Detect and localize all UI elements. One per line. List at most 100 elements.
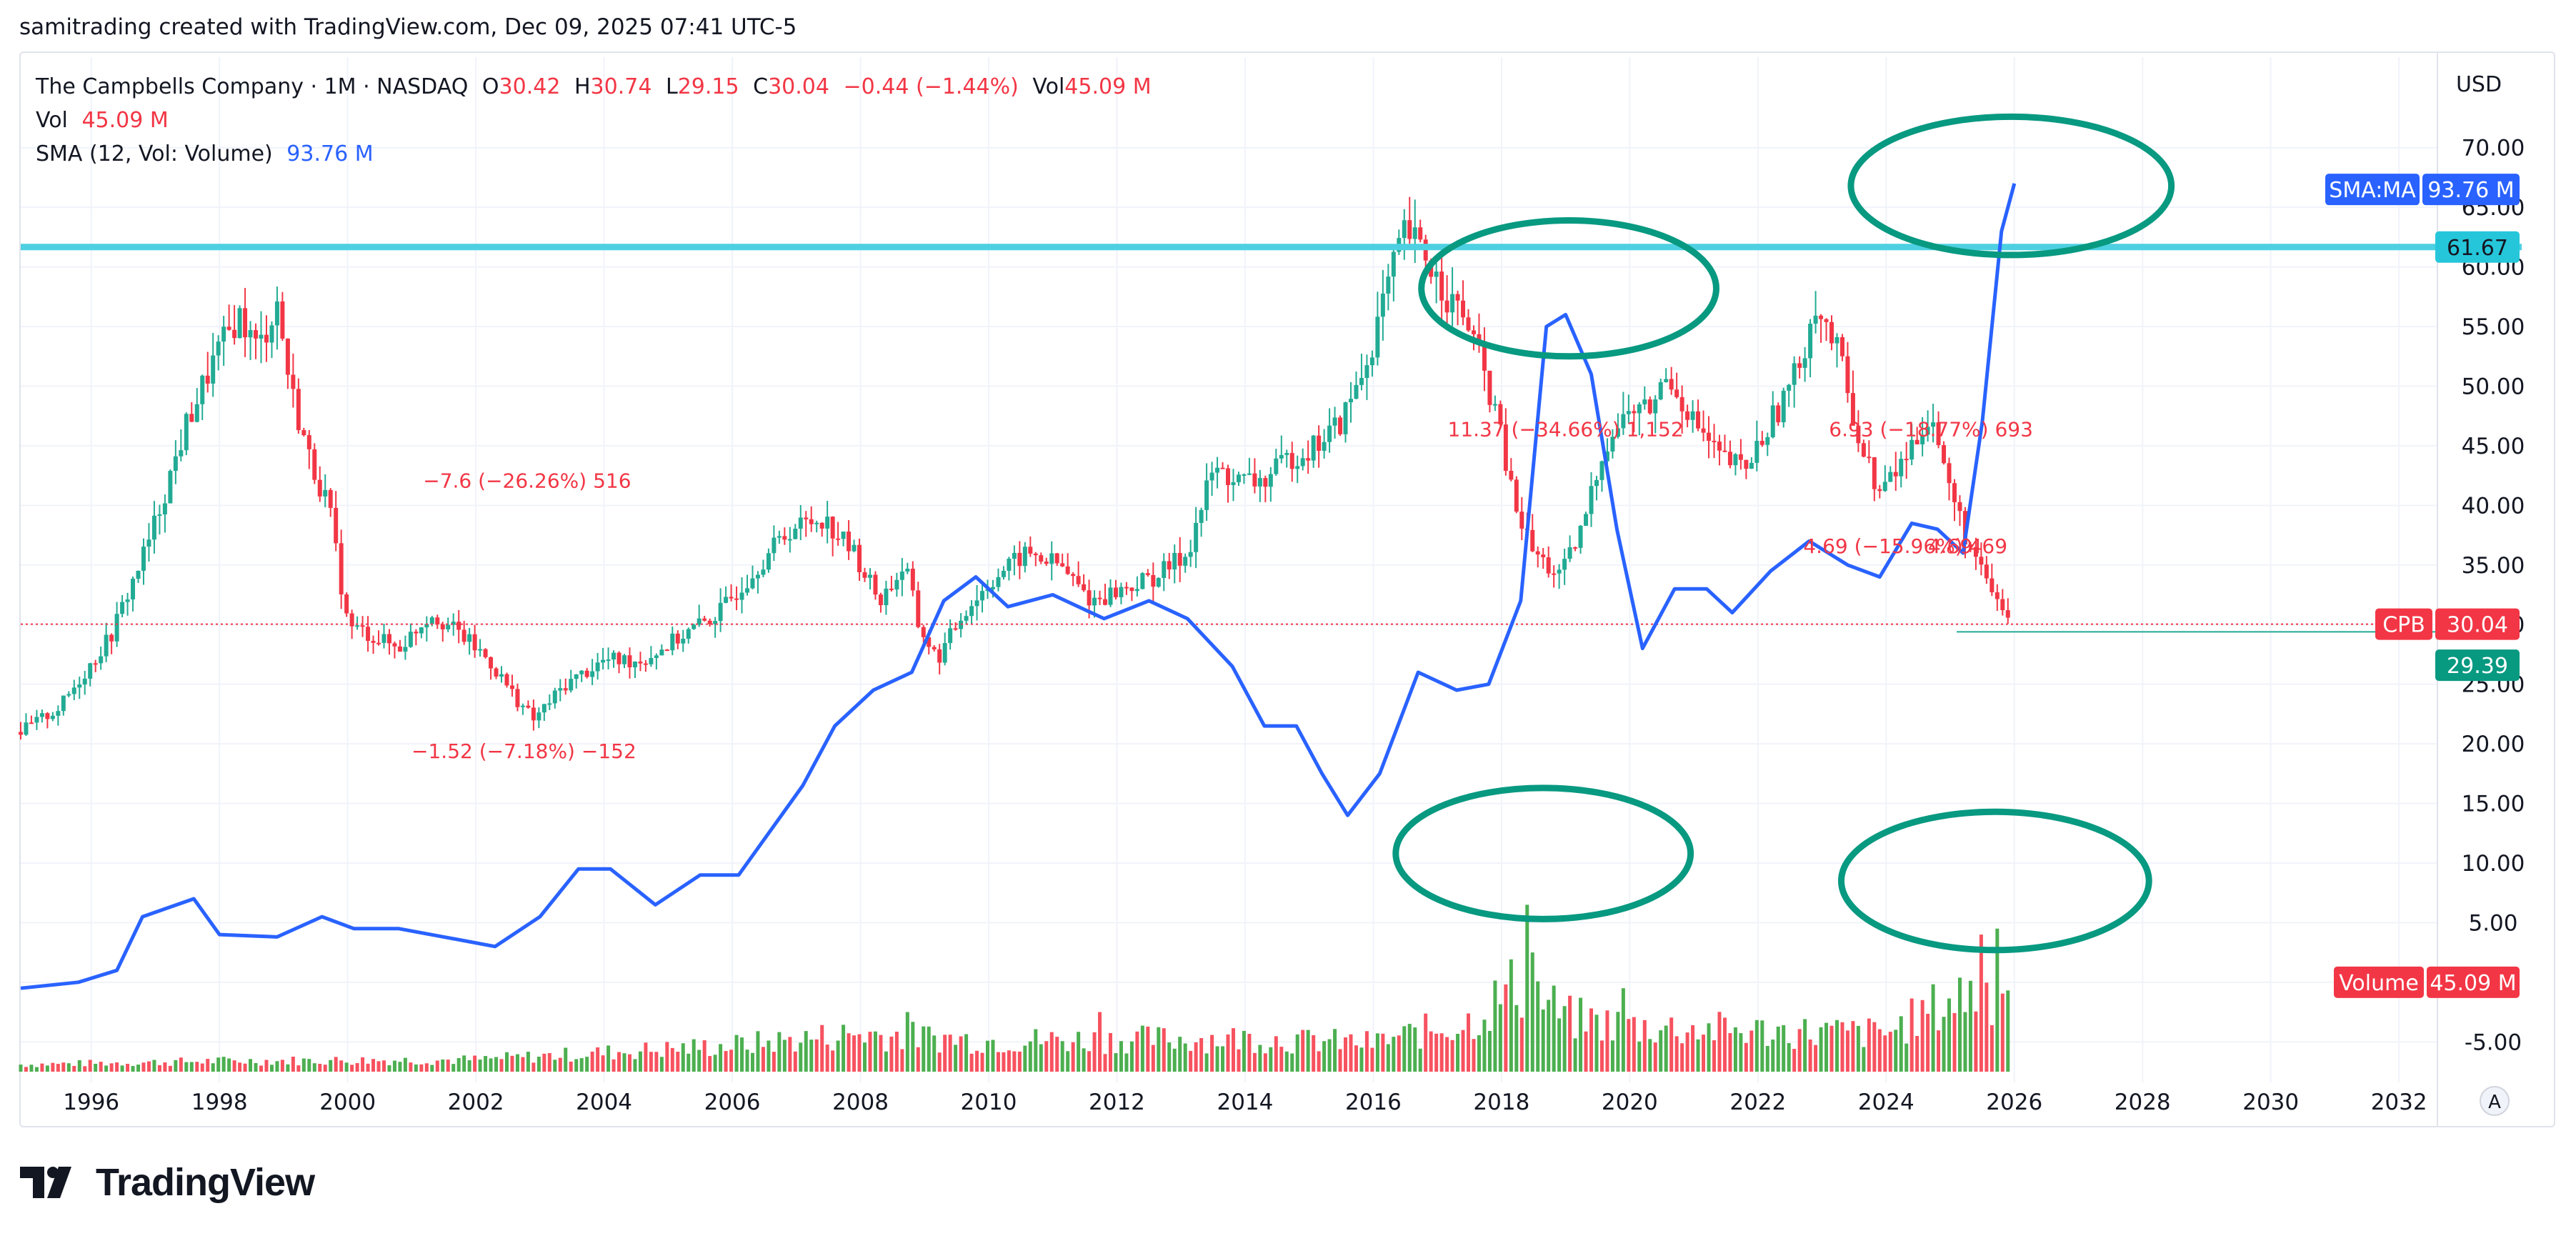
volume-bar (1157, 1027, 1161, 1072)
volume-bar (1717, 1012, 1722, 1072)
y-tick-label: 55.00 (2462, 314, 2525, 340)
volume-bar (1952, 1012, 1957, 1072)
legend-volume-label: Vol (36, 108, 68, 133)
highlight-circle[interactable] (1847, 113, 2175, 259)
auto-scale-button[interactable] (2480, 1086, 2510, 1116)
candle-body (702, 618, 707, 621)
volume-bar (339, 1060, 344, 1072)
x-tick-label: 2010 (961, 1090, 1017, 1115)
volume-bar (1413, 1027, 1417, 1072)
candle-body (451, 622, 456, 625)
legend-volume-row[interactable]: Vol 45.09 M (36, 104, 1152, 137)
candle-body (1194, 522, 1199, 552)
legend-symbol[interactable]: The Campbells Company · 1M · NASDAQ (36, 74, 469, 99)
candle-body (841, 532, 846, 539)
volume-bar (249, 1059, 253, 1072)
sma-price-tag-bg (2325, 174, 2420, 206)
volume-bar (77, 1060, 81, 1072)
volume-bar (441, 1059, 445, 1072)
volume-bar (975, 1050, 979, 1072)
candle-body (927, 637, 932, 647)
candle-body (339, 543, 344, 594)
volume-bar (1397, 1035, 1401, 1072)
currency-label[interactable]: USD (2456, 72, 2502, 97)
volume-bar (536, 1057, 541, 1072)
auto-scale-label[interactable]: A (2488, 1092, 2501, 1113)
candle-body (173, 456, 178, 472)
volume-bar (1562, 1006, 1567, 1072)
volume-bar (1653, 1042, 1657, 1072)
volume-bar (1525, 904, 1529, 1072)
candle-body (355, 625, 360, 627)
candle-body (579, 670, 584, 674)
x-tick-label: 2032 (2371, 1090, 2427, 1115)
candle-body (638, 661, 643, 664)
volume-bar (254, 1062, 258, 1072)
volume-bar (478, 1060, 482, 1072)
candle-body (50, 715, 55, 719)
tradingview-logo[interactable]: TradingView (20, 1160, 315, 1205)
candle-body (248, 330, 253, 338)
legend-low-label: L (665, 74, 678, 99)
volume-bar (617, 1052, 621, 1072)
volume-bar (1274, 1036, 1278, 1072)
candle-body (1632, 411, 1637, 414)
volume-bar (1392, 1037, 1396, 1072)
volume-bar (1867, 1018, 1871, 1072)
volume-bar (1707, 1023, 1711, 1072)
volume-bar (1087, 1051, 1092, 1072)
volume-bar (1221, 1046, 1225, 1072)
candle-body (744, 588, 749, 593)
volume-bar (1792, 1049, 1797, 1072)
volume-bar (948, 1035, 952, 1072)
volume-bar (1674, 1036, 1679, 1072)
x-tick-label: 2022 (1729, 1090, 1786, 1115)
volume-bar (1584, 1031, 1588, 1072)
candle-body (456, 622, 461, 630)
y-tick-label: 70.00 (2462, 136, 2525, 161)
volume-bar (264, 1060, 269, 1072)
candle-body (24, 722, 29, 735)
candle-body (1541, 554, 1546, 558)
highlight-circle[interactable] (1837, 808, 2152, 954)
volume-bar (980, 1052, 984, 1072)
volume-bar (750, 1052, 754, 1072)
volume-bar (1375, 1033, 1379, 1072)
volume-bar (574, 1059, 579, 1072)
sma-line[interactable] (20, 183, 2017, 990)
legend-change: −0.44 (−1.44%) (843, 74, 1019, 99)
candle-body (766, 553, 771, 570)
highlight-circle[interactable] (1418, 217, 1719, 360)
legend-sma-row[interactable]: SMA (12, Vol: Volume) 93.76 M (36, 137, 1152, 171)
candle-body (157, 514, 162, 516)
x-tick-label: 2004 (576, 1090, 632, 1115)
volume-bar (1199, 1038, 1204, 1072)
volume-bar (1894, 1030, 1898, 1072)
candle-body (1904, 459, 1909, 461)
candle-body (734, 598, 739, 600)
candle-body (1477, 334, 1482, 343)
volume-bar (1862, 1047, 1866, 1072)
highlight-circle[interactable] (1392, 784, 1694, 922)
candle-body (1519, 512, 1524, 529)
volume-bar (1642, 1020, 1647, 1072)
volume-bar (1915, 1035, 1919, 1072)
volume-bar (1034, 1029, 1038, 1072)
candle-body (264, 334, 269, 343)
candle-body (1888, 472, 1893, 482)
candle-body (1658, 382, 1663, 400)
chart-frame (19, 51, 2555, 1127)
candle-body (1509, 470, 1514, 480)
volume-bar (120, 1065, 124, 1072)
candle-body (750, 578, 755, 589)
candle-body (1284, 453, 1289, 455)
volume-bar (547, 1052, 551, 1072)
candle-body (1220, 467, 1225, 469)
volume-bar (1968, 980, 1972, 1072)
volume-bar (1530, 952, 1534, 1072)
volume-bar (1834, 1020, 1839, 1072)
candle-body (574, 674, 579, 679)
volume-bar (83, 1066, 87, 1072)
volume-bar (1632, 1017, 1636, 1072)
